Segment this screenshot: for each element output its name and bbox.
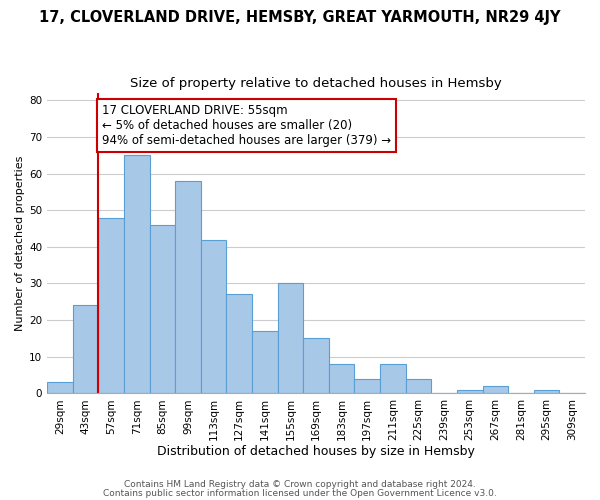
- Bar: [457, 390, 482, 394]
- Text: 17, CLOVERLAND DRIVE, HEMSBY, GREAT YARMOUTH, NR29 4JY: 17, CLOVERLAND DRIVE, HEMSBY, GREAT YARM…: [39, 10, 561, 25]
- Bar: [175, 181, 201, 394]
- Bar: [149, 225, 175, 394]
- Bar: [380, 364, 406, 394]
- Bar: [124, 156, 149, 394]
- Bar: [329, 364, 355, 394]
- Bar: [252, 331, 278, 394]
- Bar: [47, 382, 73, 394]
- Bar: [98, 218, 124, 394]
- Text: Contains HM Land Registry data © Crown copyright and database right 2024.: Contains HM Land Registry data © Crown c…: [124, 480, 476, 489]
- Bar: [534, 390, 559, 394]
- Text: Contains public sector information licensed under the Open Government Licence v3: Contains public sector information licen…: [103, 488, 497, 498]
- Bar: [73, 306, 98, 394]
- Bar: [482, 386, 508, 394]
- Bar: [278, 284, 303, 394]
- Bar: [406, 378, 431, 394]
- Bar: [355, 378, 380, 394]
- Title: Size of property relative to detached houses in Hemsby: Size of property relative to detached ho…: [130, 78, 502, 90]
- Y-axis label: Number of detached properties: Number of detached properties: [15, 156, 25, 331]
- Text: 17 CLOVERLAND DRIVE: 55sqm
← 5% of detached houses are smaller (20)
94% of semi-: 17 CLOVERLAND DRIVE: 55sqm ← 5% of detac…: [102, 104, 391, 147]
- Bar: [201, 240, 226, 394]
- Bar: [226, 294, 252, 394]
- Bar: [303, 338, 329, 394]
- X-axis label: Distribution of detached houses by size in Hemsby: Distribution of detached houses by size …: [157, 444, 475, 458]
